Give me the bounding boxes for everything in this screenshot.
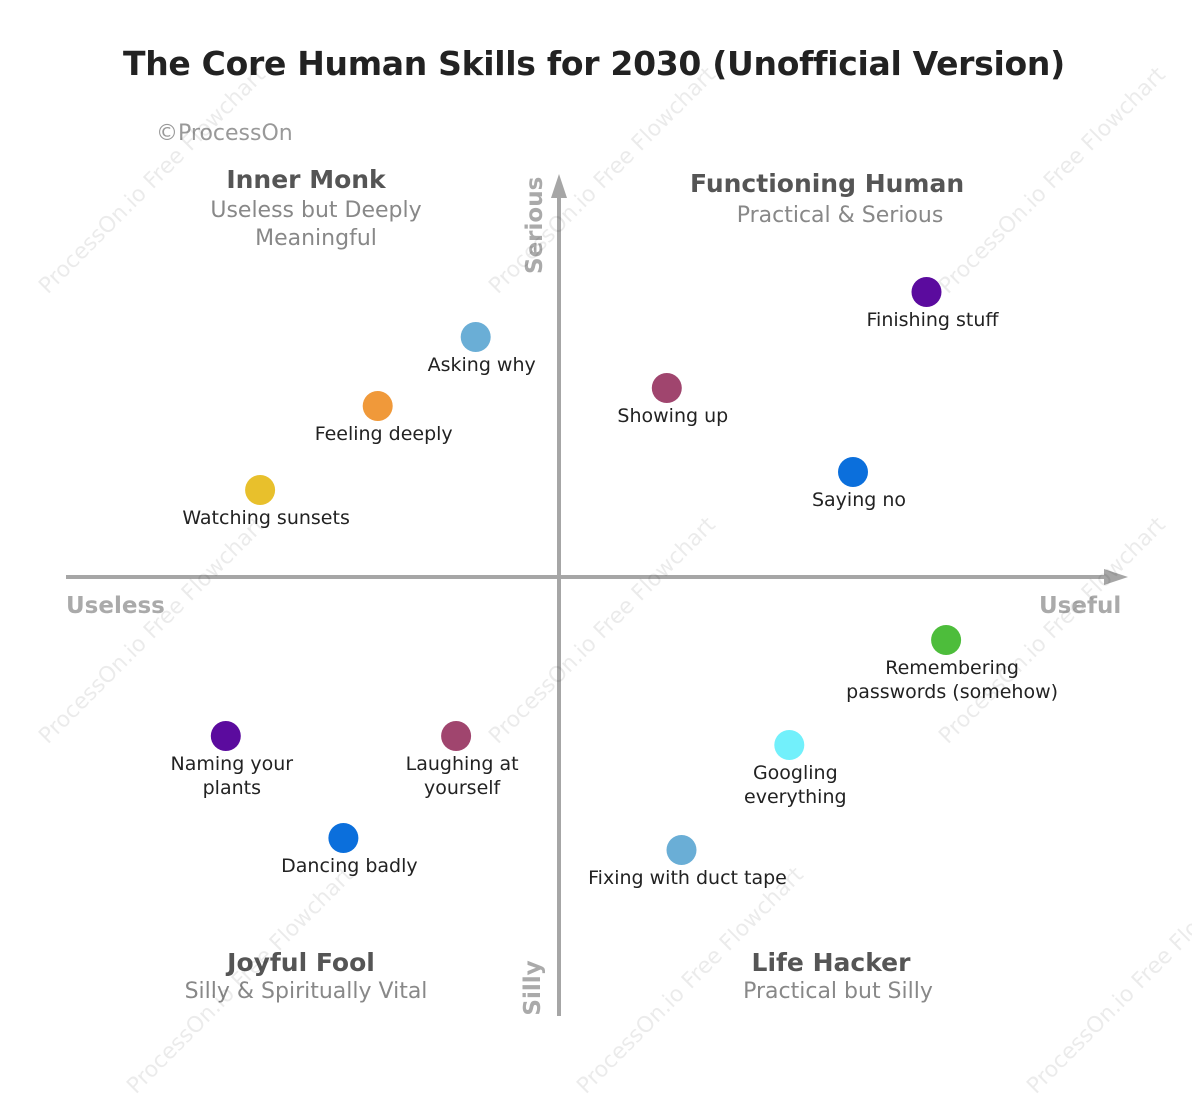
- quadrant-subtitle: Silly & Spiritually Vital: [184, 979, 428, 1004]
- point-label-line: Asking why: [427, 354, 536, 376]
- point-label-line: Laughing at: [405, 753, 519, 775]
- y-axis-label-bottom: Silly: [520, 960, 546, 1016]
- quadrant-subtitle: Meaningful: [255, 226, 377, 252]
- data-point: [245, 475, 276, 505]
- point-label-line: Naming your: [170, 753, 294, 775]
- data-point: [911, 277, 942, 307]
- data-point: [441, 721, 472, 751]
- x-axis-label-left: Useless: [66, 593, 165, 619]
- point-label: Showing up: [617, 405, 728, 429]
- quadrant-top-right: Functioning Human Practical & Serious: [690, 169, 965, 230]
- point-label: Saying no: [812, 489, 906, 513]
- point-label: Remembering passwords (somehow): [846, 657, 1058, 705]
- page-title: The Core Human Skills for 2030 (Unoffici…: [123, 44, 1065, 83]
- point-label-line: Dancing badly: [281, 855, 418, 877]
- credit-text: ©ProcessOn: [156, 121, 293, 146]
- point-label-line: Finishing stuff: [866, 309, 999, 331]
- data-point: [362, 391, 393, 421]
- quadrant-bottom-right: Life Hacker Practical but Silly: [730, 948, 946, 1006]
- points-layer: [210, 277, 962, 865]
- point-label-line: Fixing with duct tape: [588, 867, 787, 889]
- data-point: [210, 721, 241, 751]
- y-axis-arrowhead: [551, 174, 567, 198]
- point-label-line: Feeling deeply: [314, 423, 453, 445]
- quadrant-title: Joyful Fool: [227, 948, 375, 977]
- quadrant-subtitle: Practical & Serious: [736, 203, 944, 228]
- point-label: Laughing at yourself: [406, 753, 519, 801]
- quadrant-bottom-left: Joyful Fool Silly & Spiritually Vital: [176, 948, 436, 1006]
- quadrant-title: Functioning Human: [690, 169, 965, 198]
- data-point: [838, 457, 868, 487]
- axes: [66, 174, 1128, 1016]
- point-label: Dancing badly: [281, 855, 417, 879]
- point-label-line: Googling: [752, 762, 838, 784]
- quadrant-title: Inner Monk: [226, 165, 386, 194]
- point-label: Naming your plants: [171, 753, 294, 801]
- point-label: Watching sunsets: [182, 507, 350, 531]
- point-label: Fixing with duct tape: [588, 867, 787, 891]
- x-axis-label-right: Useful: [1039, 593, 1122, 619]
- data-point: [328, 823, 359, 853]
- data-point: [931, 625, 962, 655]
- point-label-line: Watching sunsets: [182, 507, 350, 529]
- quadrant-subtitle: Useless but Deeply: [210, 198, 422, 223]
- point-label-line: Showing up: [617, 405, 729, 427]
- data-point: [666, 835, 697, 865]
- data-point: [774, 730, 805, 760]
- quadrant-title: Life Hacker: [751, 948, 911, 977]
- point-label: Finishing stuff: [867, 309, 999, 333]
- data-point: [460, 322, 491, 352]
- point-label: Feeling deeply: [315, 423, 453, 447]
- point-label-line: plants: [202, 776, 261, 799]
- y-axis-label-top: Serious: [522, 176, 548, 274]
- quadrant-top-left: Inner Monk Useless but Deeply Meaningful: [200, 165, 432, 253]
- data-point: [651, 373, 682, 403]
- point-label-line: everything: [744, 785, 847, 808]
- point-label-line: passwords (somehow): [846, 680, 1059, 703]
- point-label: Googling everything: [744, 762, 847, 810]
- point-label-line: yourself: [423, 776, 501, 799]
- point-label-line: Saying no: [811, 489, 907, 511]
- point-label-line: Remembering: [885, 657, 1019, 679]
- quadrant-subtitle: Practical but Silly: [743, 979, 933, 1004]
- x-axis-arrowhead: [1104, 569, 1128, 585]
- point-label: Asking why: [428, 354, 536, 378]
